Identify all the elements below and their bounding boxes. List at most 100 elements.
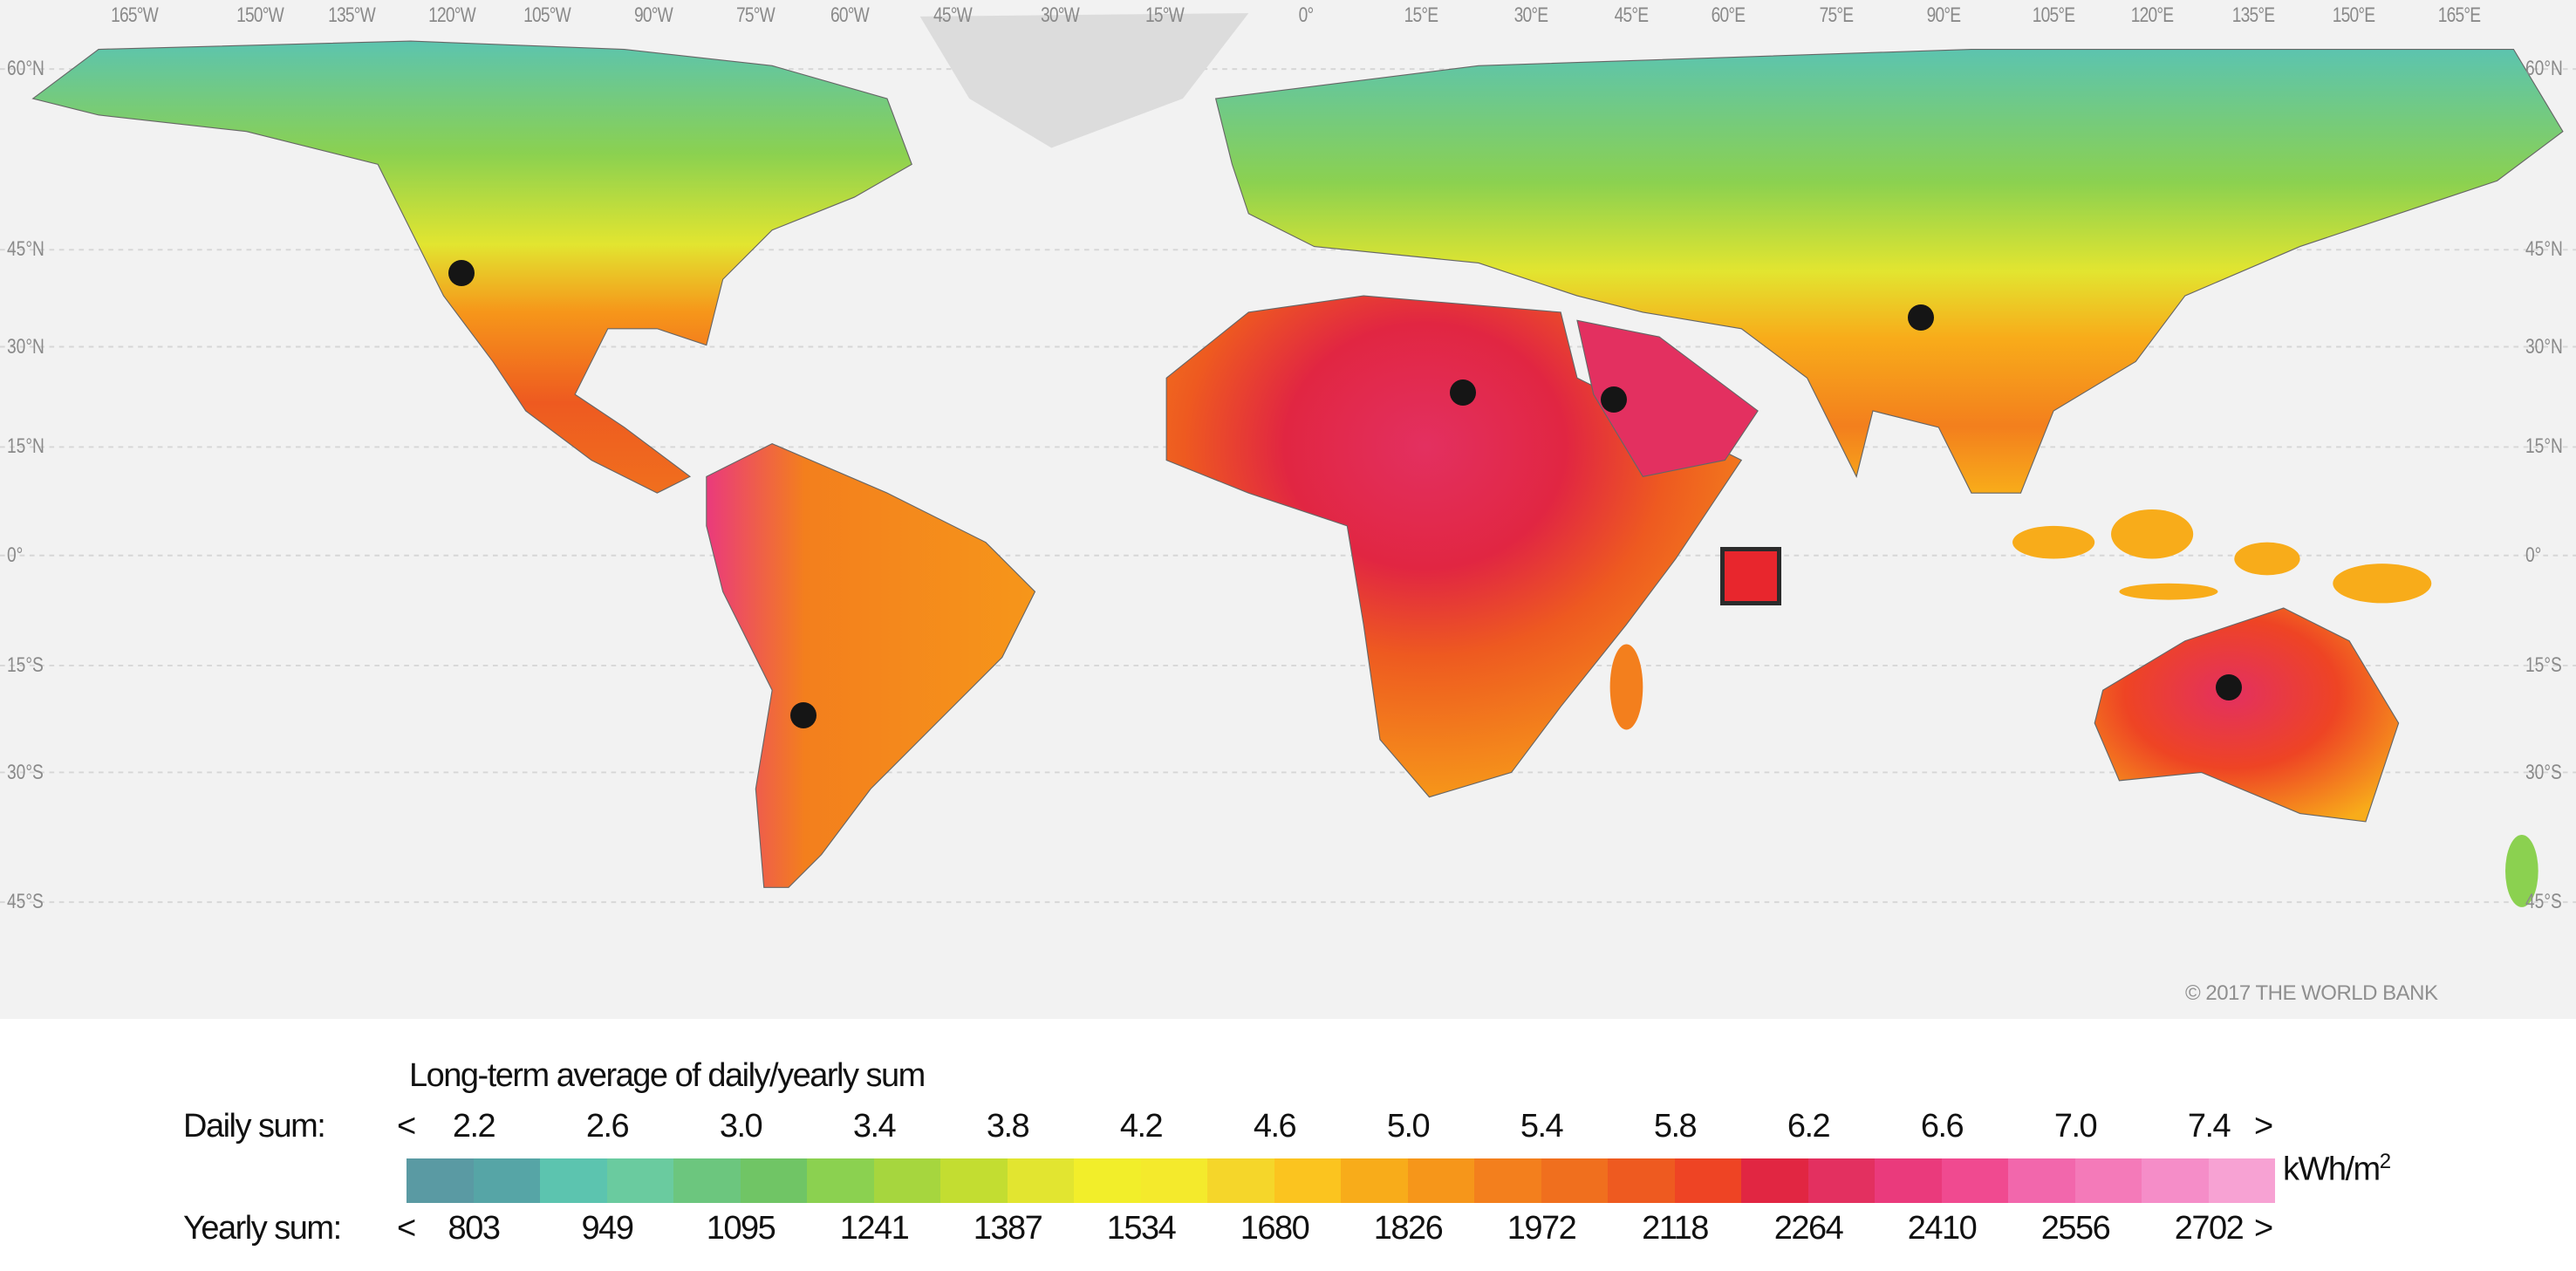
color-scale-bar [407, 1158, 2275, 1203]
color-swatch [1541, 1158, 1608, 1203]
eurasia [1214, 48, 2564, 494]
latitude-label: 30°S [7, 761, 44, 784]
color-swatch [1474, 1158, 1541, 1203]
latitude-label: 15°S [2525, 653, 2562, 677]
latitude-label: 45°N [2525, 237, 2563, 261]
yearly-tick-label: 2118 [1642, 1210, 1709, 1247]
latitude-label: 15°N [2525, 434, 2563, 458]
latitude-label: 30°N [7, 335, 44, 359]
color-swatch [1741, 1158, 1808, 1203]
color-swatch [1875, 1158, 1942, 1203]
latitude-label: 45°S [2525, 890, 2562, 913]
longitude-label: 60°E [1711, 3, 1746, 27]
yearly-tick-label: 2410 [1907, 1210, 1978, 1247]
location-dot [790, 702, 817, 728]
yearly-tick-label: 1387 [973, 1210, 1043, 1247]
color-swatch [1341, 1158, 1408, 1203]
longitude-label: 90°W [634, 3, 673, 27]
yearly-tick-label: 1680 [1240, 1210, 1310, 1247]
longitude-label: 135°E [2232, 3, 2275, 27]
color-swatch [1941, 1158, 2008, 1203]
longitude-label: 60°W [830, 3, 870, 27]
yearly-tick-label: 949 [581, 1210, 634, 1247]
color-swatch [1608, 1158, 1675, 1203]
longitude-label: 165°W [111, 3, 159, 27]
solar-irradiation-map: 165°W 150°W 135°W 120°W 105°W 90°W 75°W 60°W 45°… [0, 0, 2576, 1019]
yearly-tick-label: 2702 [2174, 1210, 2245, 1247]
latitude-label: 60°N [2525, 57, 2563, 80]
madagascar [1609, 644, 1643, 730]
color-swatch [1207, 1158, 1274, 1203]
daily-tick-label: 4.6 [1253, 1108, 1297, 1145]
color-swatch [873, 1158, 940, 1203]
longitude-label: 75°W [736, 3, 776, 27]
color-swatch [1007, 1158, 1074, 1203]
color-swatch [2208, 1158, 2275, 1203]
longitude-label: 45°W [933, 3, 973, 27]
color-swatch [2008, 1158, 2075, 1203]
color-swatch [1407, 1158, 1474, 1203]
daily-tick-label: 5.8 [1653, 1108, 1698, 1145]
daily-tick-label: 4.2 [1119, 1108, 1164, 1145]
yearly-tick-label: 1241 [839, 1210, 910, 1247]
color-swatch [1140, 1158, 1207, 1203]
color-swatch [407, 1158, 474, 1203]
daily-greater-than: > [2254, 1108, 2274, 1145]
latitude-label: 15°S [7, 653, 44, 677]
location-dot [1601, 386, 1627, 413]
south-america [706, 443, 1036, 888]
indonesia [2012, 509, 2432, 604]
australia [2094, 607, 2400, 823]
longitude-label: 105°E [2032, 3, 2075, 27]
color-swatch [473, 1158, 540, 1203]
daily-sum-label: Daily sum: [183, 1108, 326, 1145]
arabia [1576, 319, 1759, 477]
latitude-label: 30°N [2525, 335, 2563, 359]
location-dot [2216, 674, 2242, 700]
daily-less-than: < [397, 1108, 417, 1145]
copyright: © 2017 THE WORLD BANK [2185, 981, 2438, 1005]
longitude-label: 120°E [2130, 3, 2173, 27]
longitude-label: 90°E [1926, 3, 1960, 27]
longitude-label: 15°W [1145, 3, 1185, 27]
yearly-greater-than: > [2254, 1210, 2274, 1247]
color-swatch [2074, 1158, 2142, 1203]
latitude-label: 60°N [7, 57, 44, 80]
daily-tick-label: 7.4 [2187, 1108, 2231, 1145]
daily-tick-label: 3.4 [852, 1108, 897, 1145]
longitude-label: 30°E [1513, 3, 1548, 27]
daily-tick-label: 5.4 [1520, 1108, 1564, 1145]
location-dot [1450, 379, 1476, 406]
location-dot [448, 260, 475, 286]
color-swatch [740, 1158, 807, 1203]
longitude-label: 75°E [1819, 3, 1854, 27]
longitude-label: 135°W [328, 3, 376, 27]
longitude-label: 165°E [2437, 3, 2481, 27]
yearly-tick-label: 1095 [706, 1210, 776, 1247]
longitude-label: 150°E [2333, 3, 2375, 27]
daily-tick-label: 3.8 [986, 1108, 1030, 1145]
red-square-marker [1720, 547, 1781, 605]
daily-tick-label: 6.2 [1787, 1108, 1831, 1145]
longitude-label: 120°W [427, 3, 476, 27]
latitude-label: 30°S [2525, 761, 2562, 784]
daily-tick-label: 7.0 [2053, 1108, 2098, 1145]
color-swatch [1807, 1158, 1875, 1203]
color-swatch [807, 1158, 874, 1203]
africa [1165, 295, 1743, 798]
daily-tick-label: 5.0 [1386, 1108, 1431, 1145]
legend-title: Long-term average of daily/yearly sum [409, 1057, 926, 1094]
yearly-tick-label: 1972 [1507, 1210, 1577, 1247]
latitude-label: 45°N [7, 237, 44, 261]
latitude-label: 15°N [7, 434, 44, 458]
daily-tick-label: 2.6 [585, 1108, 630, 1145]
longitude-label: 15°E [1404, 3, 1438, 27]
color-swatch [940, 1158, 1008, 1203]
latitude-label: 0° [7, 543, 24, 567]
greenland [919, 13, 1249, 148]
color-swatch [1274, 1158, 1341, 1203]
color-swatch [1074, 1158, 1141, 1203]
yearly-tick-label: 2556 [2040, 1210, 2111, 1247]
daily-tick-label: 6.6 [1920, 1108, 1964, 1145]
yearly-less-than: < [397, 1210, 417, 1247]
